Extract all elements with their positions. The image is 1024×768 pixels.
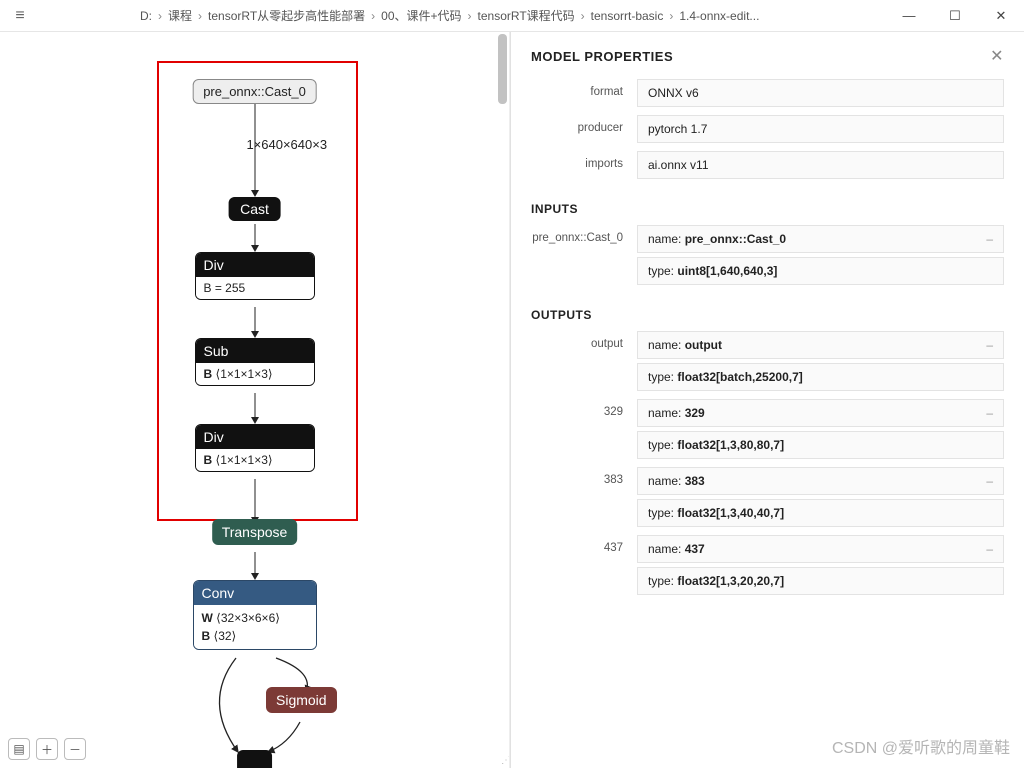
edge-label: 1×640×640×3: [246, 137, 327, 152]
node-next[interactable]: [237, 750, 273, 768]
scrollbar[interactable]: [496, 32, 509, 768]
tool-zoom-in-icon[interactable]: ＋: [36, 738, 58, 760]
output-line[interactable]: type: float32[batch,25200,7]: [637, 363, 1004, 391]
output-line[interactable]: type: float32[1,3,20,20,7]: [637, 567, 1004, 595]
output-line[interactable]: type: float32[1,3,40,40,7]: [637, 499, 1004, 527]
chevron-right-icon: ›: [198, 9, 202, 23]
titlebar: ≡ D: › 课程 › tensorRT从零起步高性能部署 › 00、课件+代码 › tenso…: [0, 0, 1024, 32]
node-cast[interactable]: Cast: [228, 197, 281, 221]
input-line[interactable]: name: pre_onnx::Cast_0–: [637, 225, 1004, 253]
output-key: 383: [511, 467, 637, 486]
tool-layers-icon[interactable]: ▤: [8, 738, 30, 760]
panel-title: MODEL PROPERTIES: [531, 49, 673, 64]
graph-pane[interactable]: pre_onnx::Cast_01×640×640×3CastDivB = 25…: [0, 32, 510, 768]
inputs-heading: INPUTS: [511, 184, 1024, 222]
breadcrumb-item[interactable]: 1.4-onnx-edit...: [679, 9, 759, 23]
node-sigmoid[interactable]: Sigmoid: [266, 692, 337, 708]
resize-handle-icon[interactable]: ⋰: [501, 755, 509, 766]
output-key: 329: [511, 399, 637, 418]
chevron-right-icon: ›: [371, 9, 375, 23]
hamburger-icon[interactable]: ≡: [0, 7, 40, 25]
output-line[interactable]: name: 329–: [637, 399, 1004, 427]
breadcrumb-item[interactable]: tensorRT课程代码: [478, 9, 575, 23]
breadcrumb-item[interactable]: D:: [140, 9, 152, 23]
prop-key: producer: [511, 115, 637, 134]
node-div-1[interactable]: DivB = 255: [195, 252, 315, 300]
window-close[interactable]: ✕: [978, 8, 1024, 24]
breadcrumb-item[interactable]: 课程: [168, 9, 192, 23]
node-input[interactable]: pre_onnx::Cast_0: [192, 79, 317, 104]
chevron-right-icon: ›: [158, 9, 162, 23]
scrollbar-thumb[interactable]: [498, 34, 507, 104]
chevron-right-icon: ›: [669, 9, 673, 23]
tool-zoom-out-icon[interactable]: －: [64, 738, 86, 760]
node-sub[interactable]: SubB ⟨1×1×1×3⟩: [195, 338, 315, 386]
prop-value[interactable]: ai.onnx v11: [637, 151, 1004, 179]
node-conv[interactable]: ConvW ⟨32×3×6×6⟩B ⟨32⟩: [193, 580, 317, 650]
breadcrumb: D: › 课程 › tensorRT从零起步高性能部署 › 00、课件+代码 › tensorR…: [40, 7, 886, 24]
input-key: pre_onnx::Cast_0: [511, 225, 637, 244]
close-panel-icon[interactable]: ✕: [990, 46, 1004, 66]
chevron-right-icon: ›: [581, 9, 585, 23]
output-key: 437: [511, 535, 637, 554]
prop-value[interactable]: ONNX v6: [637, 79, 1004, 107]
input-line[interactable]: type: uint8[1,640,640,3]: [637, 257, 1004, 285]
node-div-2[interactable]: DivB ⟨1×1×1×3⟩: [195, 424, 315, 472]
prop-value[interactable]: pytorch 1.7: [637, 115, 1004, 143]
output-key: output: [511, 331, 637, 350]
prop-key: imports: [511, 151, 637, 170]
breadcrumb-item[interactable]: 00、课件+代码: [381, 9, 461, 23]
output-line[interactable]: name: output–: [637, 331, 1004, 359]
properties-panel: MODEL PROPERTIES ✕ formatONNX v6producer…: [510, 32, 1024, 768]
output-line[interactable]: type: float32[1,3,80,80,7]: [637, 431, 1004, 459]
outputs-heading: OUTPUTS: [511, 290, 1024, 328]
breadcrumb-item[interactable]: tensorrt-basic: [591, 9, 664, 23]
output-line[interactable]: name: 437–: [637, 535, 1004, 563]
node-transpose[interactable]: Transpose: [212, 524, 298, 540]
prop-key: format: [511, 79, 637, 98]
watermark: CSDN @爱听歌的周童鞋: [832, 734, 1010, 758]
window-maximize[interactable]: ☐: [932, 8, 978, 24]
breadcrumb-item[interactable]: tensorRT从零起步高性能部署: [208, 9, 365, 23]
output-line[interactable]: name: 383–: [637, 467, 1004, 495]
window-minimize[interactable]: —: [886, 8, 932, 24]
chevron-right-icon: ›: [468, 9, 472, 23]
